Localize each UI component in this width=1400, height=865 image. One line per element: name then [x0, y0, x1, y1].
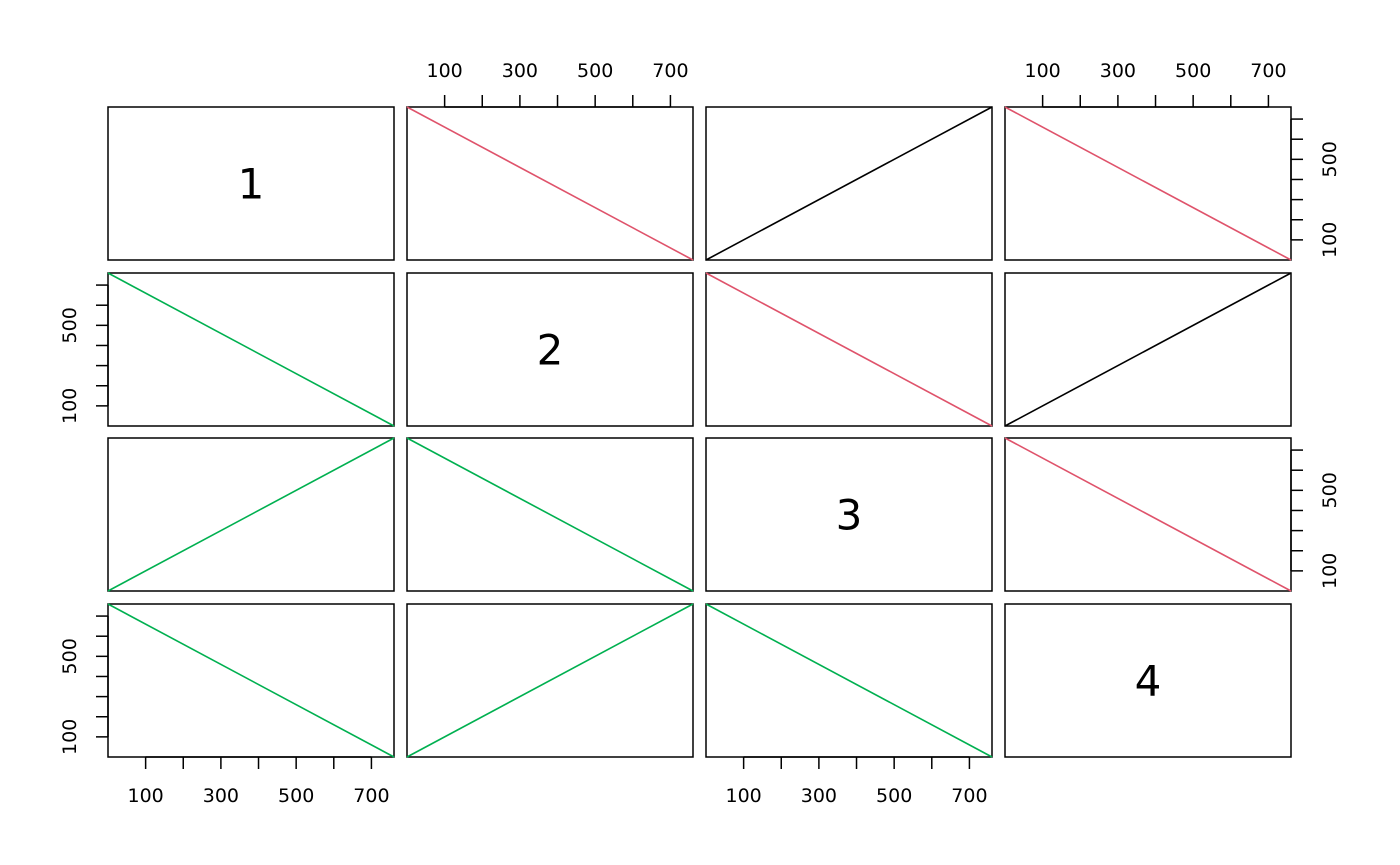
x-tick-label-top-col3-100: 100 [1024, 60, 1060, 82]
x-tick-label-top-col3-700: 700 [1250, 60, 1286, 82]
panel-frame-r3-c1 [406, 603, 694, 758]
y-tick-label-left-row3-500: 500 [59, 638, 81, 674]
series-line-r0-c2 [705, 106, 993, 261]
x-tick-label-top-col3-300: 300 [1100, 60, 1136, 82]
panel-frame-r1-c1 [406, 272, 694, 427]
series-line-r1-c2 [705, 272, 993, 427]
series-line-r2-c3 [1004, 437, 1292, 592]
diagonal-label-3: 3 [836, 491, 863, 540]
series-line-r1-c0 [107, 272, 395, 427]
y-tick-label-left-row1-500: 500 [59, 307, 81, 343]
x-tick-label-bottom-col0-100: 100 [127, 785, 163, 807]
panel-frame-r2-c1 [406, 437, 694, 592]
x-tick-label-bottom-col0-500: 500 [278, 785, 314, 807]
y-tick-label-right-row2-500: 500 [1319, 472, 1341, 508]
series-line-r3-c2 [705, 603, 993, 758]
x-tick-label-bottom-col2-100: 100 [725, 785, 761, 807]
x-tick-label-bottom-col2-700: 700 [951, 785, 987, 807]
x-tick-label-bottom-col2-300: 300 [801, 785, 837, 807]
y-tick-label-right-row2-100: 100 [1319, 553, 1341, 589]
diagonal-label-2: 2 [537, 326, 564, 375]
panel-frame-r3-c3 [1004, 603, 1292, 758]
x-tick-label-bottom-col2-500: 500 [876, 785, 912, 807]
y-tick-label-right-row0-100: 100 [1319, 222, 1341, 258]
series-line-r2-c1 [406, 437, 694, 592]
panel-frame-r0-c0 [107, 106, 395, 261]
series-line-r3-c1 [406, 603, 694, 758]
x-tick-label-bottom-col0-300: 300 [203, 785, 239, 807]
series-line-r3-c0 [107, 603, 395, 758]
diagonal-label-4: 4 [1135, 657, 1162, 706]
panel-frame-r2-c2 [705, 437, 993, 592]
y-tick-label-right-row0-500: 500 [1319, 141, 1341, 177]
y-tick-label-left-row3-100: 100 [59, 719, 81, 755]
x-tick-label-top-col1-100: 100 [426, 60, 462, 82]
series-line-r2-c0 [107, 437, 395, 592]
panel-frame-r0-c2 [705, 106, 993, 261]
x-tick-label-top-col1-500: 500 [577, 60, 613, 82]
x-tick-label-top-col3-500: 500 [1175, 60, 1211, 82]
x-tick-label-top-col1-700: 700 [652, 60, 688, 82]
y-tick-label-left-row1-100: 100 [59, 388, 81, 424]
panel-frame-r1-c2 [705, 272, 993, 427]
diagonal-label-1: 1 [238, 160, 265, 209]
panel-frame-r2-c0 [107, 437, 395, 592]
series-line-r1-c3 [1004, 272, 1292, 427]
series-line-r0-c1 [406, 106, 694, 261]
series-line-r0-c3 [1004, 106, 1292, 261]
x-tick-label-bottom-col0-700: 700 [353, 785, 389, 807]
x-tick-label-top-col1-300: 300 [502, 60, 538, 82]
panel-frame-r1-c3 [1004, 272, 1292, 427]
